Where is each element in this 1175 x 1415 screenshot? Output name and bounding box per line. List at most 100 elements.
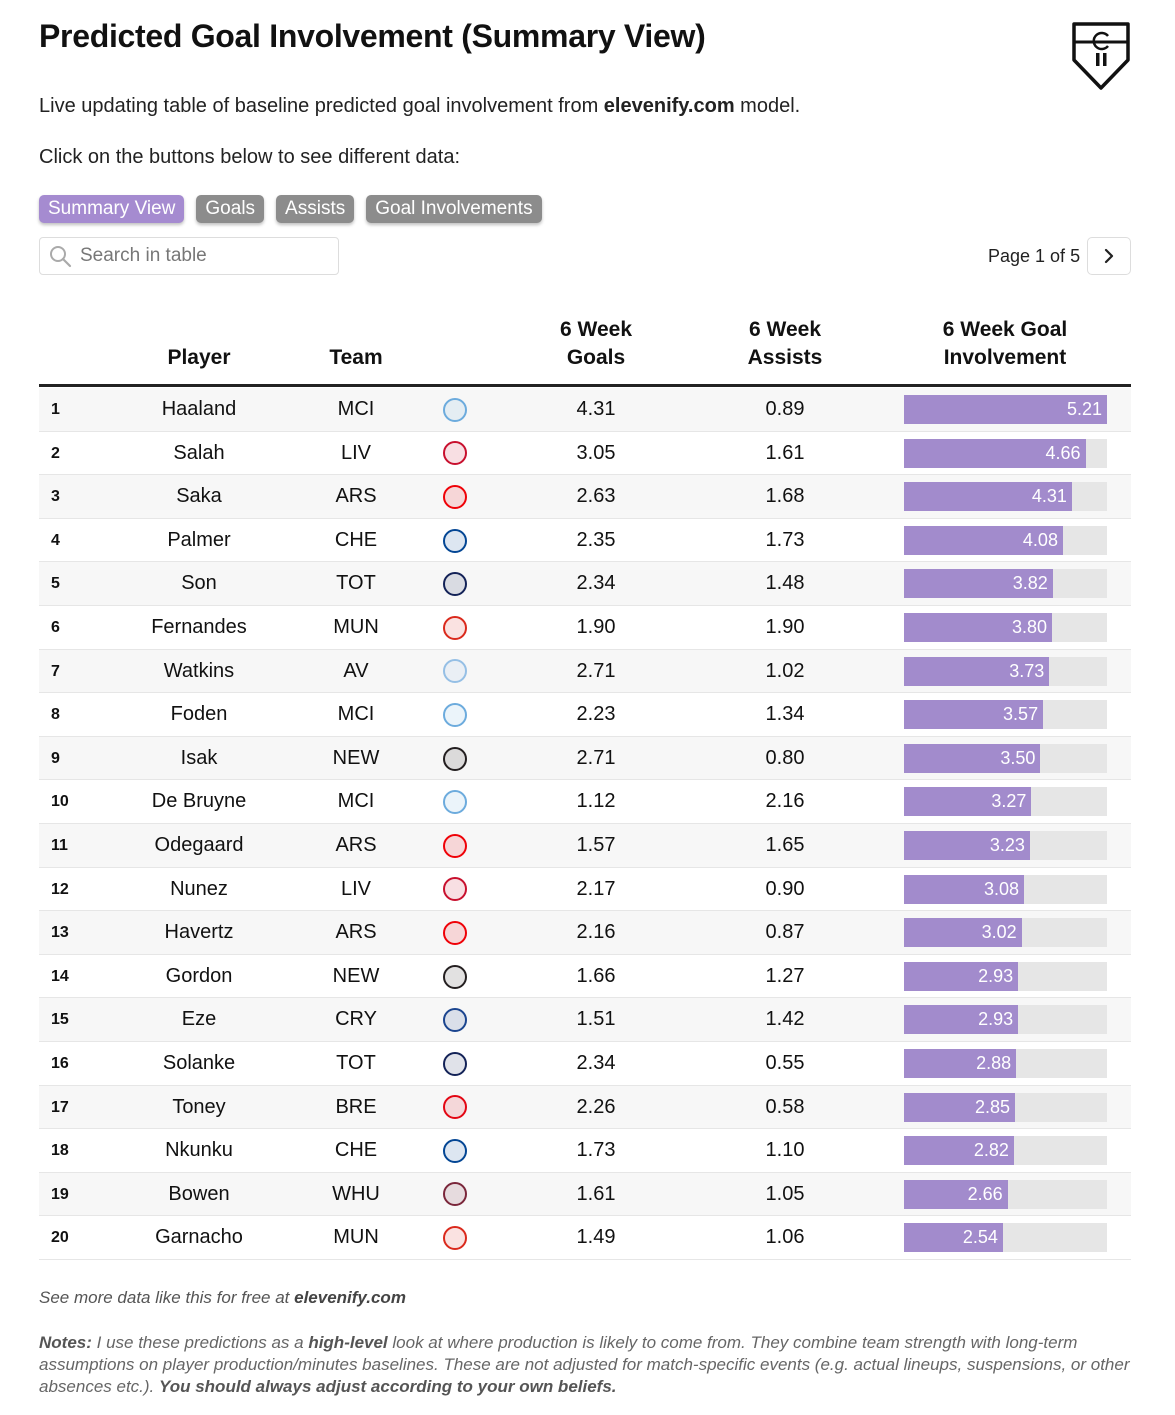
- assists-cell: 0.58: [765, 1095, 805, 1118]
- goals-cell: 4.31: [576, 398, 616, 420]
- goals-cell: 2.71: [576, 659, 616, 682]
- goal-involvement-bar: 4.31: [904, 482, 1072, 512]
- table-row: 17 Toney BRE 2.26 0.58 2.85: [39, 1085, 1131, 1130]
- footer-brand-link[interactable]: elevenify.com: [294, 1288, 406, 1307]
- goals-button[interactable]: Goals: [196, 195, 265, 223]
- goal-involvement-bar: 4.08: [904, 525, 1063, 555]
- team-cell: LIV: [340, 877, 372, 900]
- rank-cell: 10: [51, 793, 69, 811]
- chevron-right-icon: [1104, 248, 1114, 264]
- goals-cell: 2.26: [576, 1095, 616, 1118]
- rank-cell: 3: [51, 488, 60, 506]
- search-box: [39, 237, 339, 275]
- assists-button[interactable]: Assists: [276, 195, 355, 223]
- page-indicator: Page 1 of 5: [988, 246, 1081, 266]
- goal-involvement-bar-track: 3.27: [904, 787, 1107, 817]
- goal-involvement-bar-track: 2.66: [904, 1179, 1107, 1209]
- assists-cell: 1.27: [765, 964, 805, 987]
- rank-cell: 8: [51, 706, 60, 724]
- goal-involvement-bar: 3.08: [904, 874, 1024, 904]
- player-cell: De Bruyne: [151, 790, 247, 813]
- goal-involvement-bar: 2.88: [904, 1048, 1017, 1078]
- team-crest-icon: [440, 868, 470, 912]
- player-cell: Watkins: [163, 659, 235, 682]
- column-header-assists[interactable]: 6 Week Assists: [705, 316, 865, 372]
- player-cell: Odegaard: [154, 833, 244, 856]
- goal-involvement-bar-track: 5.21: [904, 395, 1107, 424]
- team-cell: CRY: [335, 1008, 377, 1031]
- team-cell: ARS: [335, 921, 377, 944]
- player-cell: Foden: [170, 703, 228, 726]
- assists-cell: 1.48: [765, 572, 805, 595]
- team-crest-icon: [440, 955, 470, 999]
- column-header-player[interactable]: Player: [167, 346, 231, 369]
- rank-cell: 4: [51, 531, 60, 549]
- column-header-goals[interactable]: 6 Week Goals: [516, 316, 676, 372]
- table-row: 10 De Bruyne MCI 1.12 2.16 3.27: [39, 780, 1131, 824]
- player-cell: Son: [181, 572, 217, 595]
- goal-involvement-bar-track: 2.54: [904, 1223, 1107, 1253]
- assists-header-line2: Assists: [747, 346, 823, 369]
- notes: Notes: I use these predictions as a high…: [39, 1332, 1139, 1398]
- goal-involvement-value: 2.88: [976, 1052, 1012, 1073]
- player-cell: Havertz: [164, 921, 234, 944]
- goal-involvement-value: 2.82: [973, 1140, 1009, 1161]
- rank-cell: 17: [51, 1098, 69, 1116]
- team-crest-icon: [440, 475, 470, 519]
- gi-header-line2: Involvement: [943, 346, 1067, 369]
- footer-text: See more data like this for free at elev…: [39, 1288, 406, 1308]
- search-input[interactable]: [80, 245, 320, 267]
- team-crest-icon: [440, 1216, 470, 1260]
- goal-involvements-button[interactable]: Goal Involvements: [366, 195, 542, 223]
- goal-involvement-value: 3.73: [1009, 660, 1045, 681]
- goals-cell: 2.16: [576, 921, 616, 944]
- team-cell: NEW: [332, 964, 380, 987]
- goal-involvement-bar: 5.21: [904, 395, 1107, 424]
- summary-view-button[interactable]: Summary View: [39, 195, 185, 223]
- table-row: 3 Saka ARS 2.63 1.68 4.31: [39, 475, 1131, 519]
- subtitle: Live updating table of baseline predicte…: [39, 95, 800, 118]
- column-header-team[interactable]: Team: [329, 346, 383, 369]
- team-cell: CHE: [334, 1139, 378, 1162]
- rank-cell: 14: [51, 967, 69, 985]
- rank-cell: 7: [51, 662, 60, 680]
- goal-involvement-bar: 2.93: [904, 1005, 1019, 1035]
- rank-cell: 16: [51, 1054, 69, 1072]
- team-crest-icon: [440, 1042, 470, 1086]
- goal-involvement-value: 2.54: [962, 1227, 998, 1248]
- assists-cell: 1.73: [765, 528, 805, 551]
- assists-cell: 0.87: [765, 921, 805, 944]
- goal-involvement-value: 2.85: [974, 1096, 1011, 1117]
- table-row: 12 Nunez LIV 2.17 0.90 3.08: [39, 868, 1131, 912]
- rank-cell: 13: [51, 924, 69, 942]
- table-row: 7 Watkins AV 2.71 1.02 3.73: [39, 649, 1131, 694]
- goals-cell: 1.12: [576, 790, 616, 813]
- rank-cell: 20: [51, 1229, 69, 1247]
- goals-cell: 1.49: [576, 1226, 616, 1249]
- goal-involvement-bar: 3.27: [904, 787, 1032, 817]
- next-page-button[interactable]: [1087, 237, 1131, 275]
- team-cell: NEW: [332, 746, 380, 769]
- goals-cell: 2.34: [576, 572, 616, 595]
- table-row: 19 Bowen WHU 1.61 1.05 2.66: [39, 1172, 1131, 1217]
- team-crest-icon: [440, 388, 470, 432]
- team-crest-icon: [440, 693, 470, 737]
- column-header-goal-involvement[interactable]: 6 Week Goal Involvement: [905, 316, 1105, 372]
- goal-involvement-bar: 2.66: [904, 1179, 1008, 1209]
- team-cell: WHU: [332, 1182, 380, 1205]
- rank-cell: 19: [51, 1185, 69, 1203]
- team-crest-icon: [440, 562, 470, 606]
- goals-cell: 1.51: [576, 1008, 616, 1031]
- team-cell: MCI: [337, 398, 375, 420]
- team-cell: BRE: [335, 1095, 377, 1118]
- subtitle-brand: elevenify.com: [603, 95, 735, 117]
- team-crest-icon: [440, 1173, 470, 1217]
- goal-involvement-bar: 2.54: [904, 1223, 1003, 1253]
- table-row: 8 Foden MCI 2.23 1.34 3.57: [39, 693, 1131, 737]
- elevenify-logo-icon: [1072, 22, 1130, 90]
- team-cell: ARS: [335, 485, 377, 508]
- team-cell: AV: [343, 659, 369, 682]
- goal-involvement-value: 2.93: [978, 1009, 1014, 1030]
- goal-involvement-bar-track: 4.08: [904, 525, 1107, 555]
- goals-cell: 2.63: [576, 485, 616, 508]
